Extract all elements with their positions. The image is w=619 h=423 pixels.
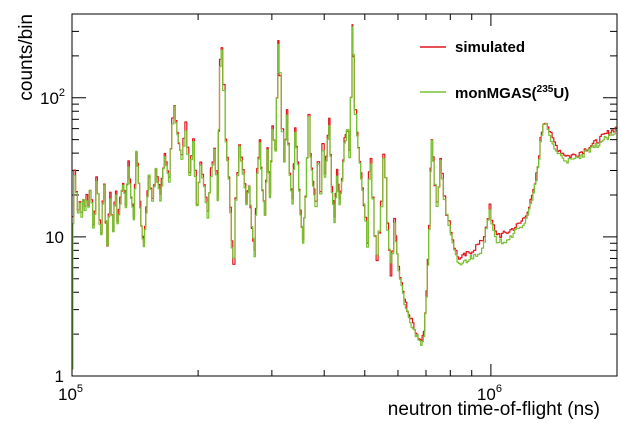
x-axis-label: neutron time-of-flight (ns) bbox=[388, 399, 600, 420]
y-tick-label: 1 bbox=[55, 367, 64, 386]
x-tick-label: 106 bbox=[477, 383, 502, 404]
series-line-monmgas bbox=[72, 26, 617, 370]
y-tick-label: 102 bbox=[40, 87, 65, 108]
y-tick-label: 10 bbox=[45, 228, 64, 247]
series-lines bbox=[72, 24, 617, 370]
x-tick-label: 105 bbox=[58, 383, 83, 404]
x-tick-labels: 105 106 bbox=[58, 383, 502, 404]
plot-frame bbox=[71, 13, 618, 377]
y-tick-labels: 1 10 102 bbox=[40, 87, 65, 386]
legend: simulated monMGAS(235U) bbox=[420, 39, 569, 102]
legend-label-simulated: simulated bbox=[455, 39, 525, 56]
legend-label-monmgas: monMGAS(235U) bbox=[455, 84, 569, 102]
y-axis-label: counts/bin bbox=[16, 14, 37, 101]
